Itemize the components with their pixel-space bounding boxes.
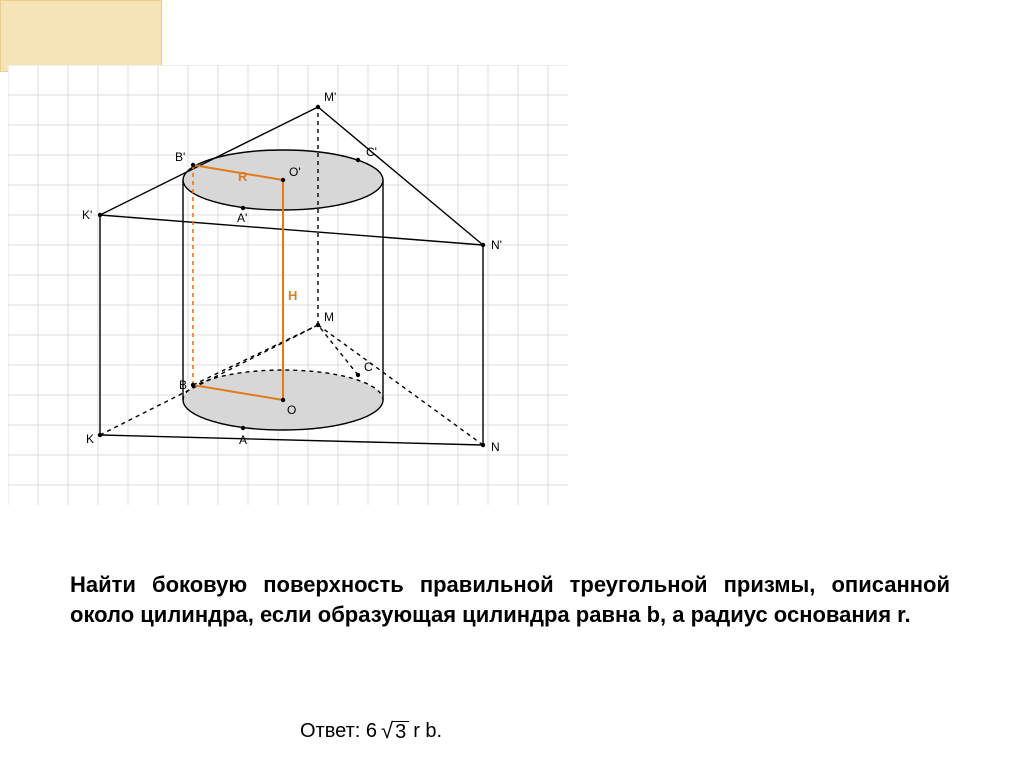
sqrt-radicand: 3 xyxy=(392,721,409,742)
svg-text:B: B xyxy=(179,378,187,392)
svg-text:A': A' xyxy=(237,211,247,225)
svg-text:K: K xyxy=(86,432,94,446)
sqrt-expression: √ 3 xyxy=(381,721,409,742)
answer-suffix: r b. xyxy=(413,720,442,743)
svg-text:R: R xyxy=(238,169,248,184)
svg-text:O': O' xyxy=(289,165,301,179)
svg-text:C': C' xyxy=(366,145,377,159)
svg-text:O: O xyxy=(287,403,296,417)
svg-text:N: N xyxy=(491,440,500,454)
problem-statement: Найти боковую поверхность правильной тре… xyxy=(70,570,950,629)
svg-text:K': K' xyxy=(82,208,92,222)
svg-text:N': N' xyxy=(491,238,502,252)
corner-decoration xyxy=(0,0,162,72)
diagram-panel: K N M K' N' M' A B C O A' B' C' O' R H xyxy=(8,65,568,505)
answer-prefix: Ответ: 6 xyxy=(300,720,377,743)
svg-text:B': B' xyxy=(175,150,185,164)
svg-text:H: H xyxy=(288,288,297,303)
svg-text:M': M' xyxy=(324,90,336,104)
answer-line: Ответ: 6 √ 3 r b. xyxy=(300,720,442,743)
svg-text:A: A xyxy=(239,433,247,447)
svg-text:M: M xyxy=(324,310,334,324)
svg-text:C: C xyxy=(364,360,373,374)
geometry-diagram: K N M K' N' M' A B C O A' B' C' O' R H xyxy=(8,65,568,505)
